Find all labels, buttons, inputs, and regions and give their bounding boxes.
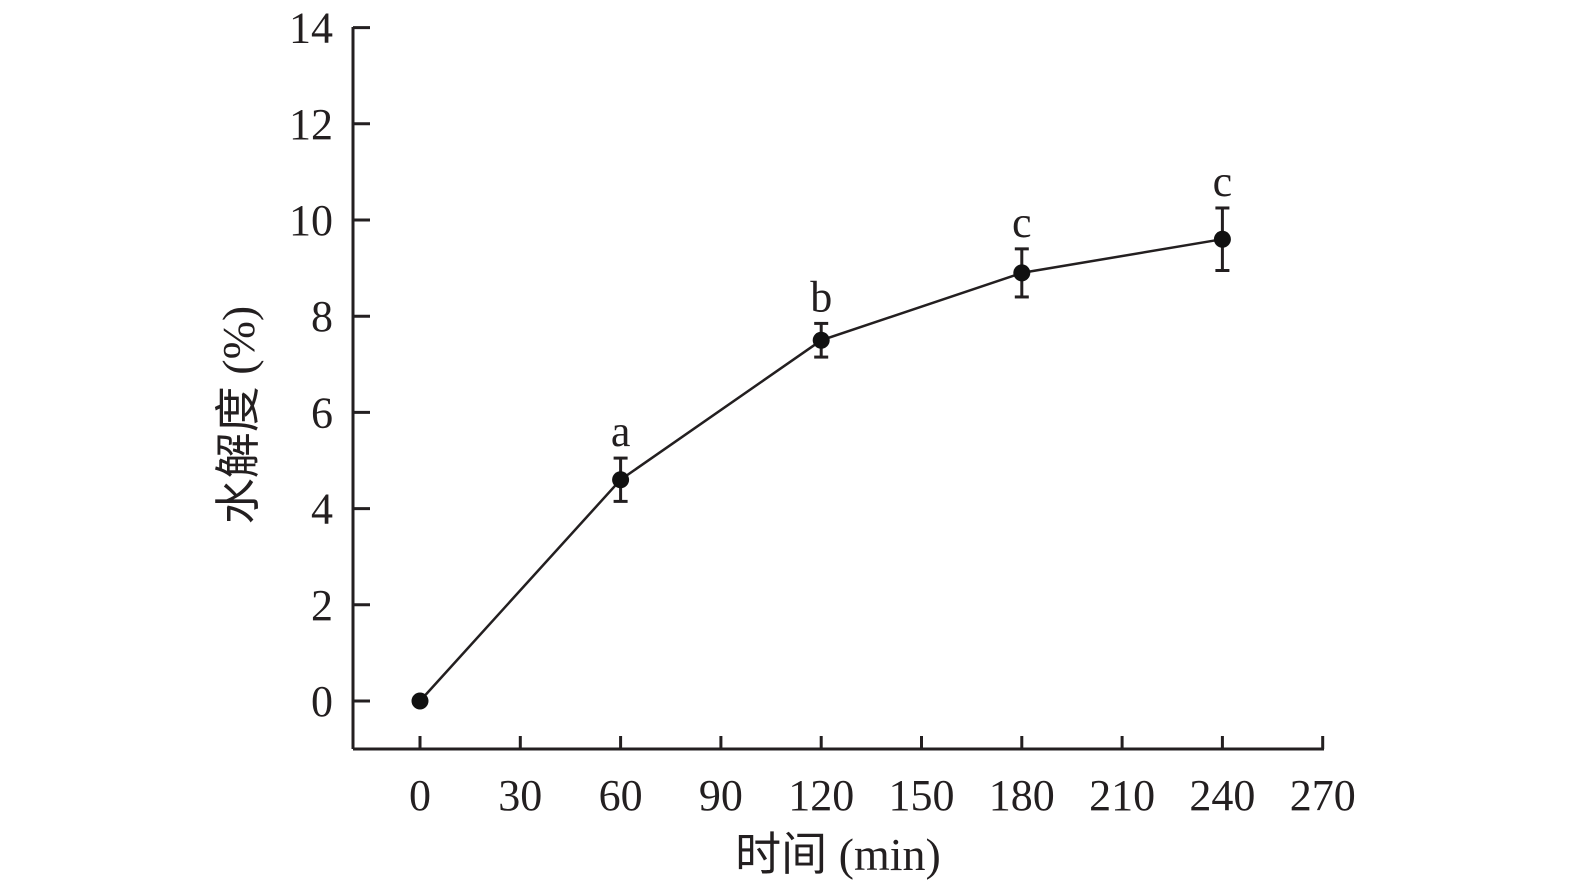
significance-label: b	[810, 272, 832, 321]
y-tick-label: 14	[289, 4, 333, 53]
data-point	[812, 331, 830, 349]
significance-label: c	[1012, 198, 1032, 247]
y-tick-label: 4	[311, 485, 333, 534]
data-point	[1213, 230, 1231, 248]
significance-label: c	[1213, 157, 1233, 206]
data-point	[411, 692, 429, 710]
y-tick-label: 2	[311, 581, 333, 630]
axes	[351, 27, 1324, 751]
x-tick-label: 0	[409, 771, 431, 820]
significance-label: a	[611, 407, 631, 456]
x-tick-label: 90	[699, 771, 743, 820]
x-tick-label: 60	[599, 771, 643, 820]
y-axis-title: 水解度 (%)	[213, 306, 264, 524]
x-ticks: 0 30 60 90 120 150 180 210 240 270	[409, 736, 1356, 820]
x-tick-label: 240	[1189, 771, 1255, 820]
data-point	[612, 471, 630, 489]
y-tick-label: 12	[289, 100, 333, 149]
x-tick-label: 270	[1290, 771, 1356, 820]
x-axis-title: 时间 (min)	[735, 829, 941, 880]
y-tick-label: 6	[311, 388, 333, 437]
y-tick-label: 0	[311, 677, 333, 726]
y-ticks: 0 2 4 6 8 10 12 14	[289, 4, 370, 726]
data-point	[1013, 264, 1031, 282]
series-layer: a b c c	[411, 157, 1233, 710]
x-tick-label: 180	[989, 771, 1055, 820]
x-tick-label: 30	[498, 771, 542, 820]
x-tick-label: 150	[889, 771, 955, 820]
x-tick-label: 210	[1089, 771, 1155, 820]
y-tick-label: 10	[289, 196, 333, 245]
x-tick-label: 120	[788, 771, 854, 820]
y-tick-label: 8	[311, 292, 333, 341]
